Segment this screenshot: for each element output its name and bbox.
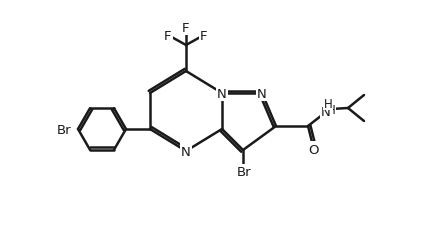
Text: F: F bbox=[200, 29, 207, 42]
Text: Br: Br bbox=[56, 123, 71, 136]
Text: N: N bbox=[216, 87, 226, 100]
Text: H: H bbox=[323, 97, 331, 110]
Text: O: O bbox=[308, 143, 319, 156]
Text: H: H bbox=[326, 104, 334, 117]
Text: Br: Br bbox=[236, 166, 251, 179]
Text: N: N bbox=[256, 87, 266, 100]
Text: N: N bbox=[320, 106, 330, 119]
Text: F: F bbox=[164, 29, 171, 42]
Text: F: F bbox=[182, 21, 189, 34]
Text: N: N bbox=[181, 145, 190, 158]
